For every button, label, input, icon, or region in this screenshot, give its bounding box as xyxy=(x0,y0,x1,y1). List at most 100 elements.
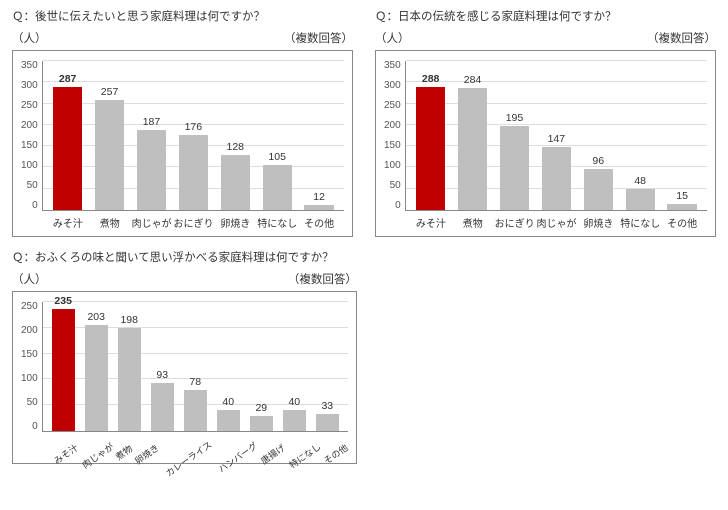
bar-value-label: 128 xyxy=(227,141,245,153)
chart-3-question: Ｑ：おふくろの味と聞いて思い浮かべる家庭料理は何ですか？ xyxy=(12,249,357,265)
y-axis-unit: （人） xyxy=(375,30,410,46)
bar-value-label: 187 xyxy=(143,116,161,128)
bar-rect xyxy=(542,147,571,210)
bar-value-label: 147 xyxy=(548,133,566,145)
bar-rect xyxy=(250,416,273,431)
x-tick-label: その他 xyxy=(298,215,340,230)
bar-rect xyxy=(137,130,166,210)
y-tick-label: 50 xyxy=(27,398,38,408)
x-tick-label: おにぎり xyxy=(494,215,536,230)
bar-rect xyxy=(500,126,529,210)
bar-rect xyxy=(667,204,696,210)
bar-value-label: 12 xyxy=(313,191,325,203)
y-axis-unit: （人） xyxy=(12,271,47,287)
y-axis-unit: （人） xyxy=(12,30,47,46)
bar-rect xyxy=(179,135,208,210)
x-tick-label: みそ汁 xyxy=(51,441,81,467)
y-tick-label: 200 xyxy=(21,121,38,131)
bar: 288 xyxy=(410,73,452,210)
bar-value-label: 93 xyxy=(156,369,168,381)
bar-rect xyxy=(53,87,82,210)
bar-value-label: 198 xyxy=(120,314,138,326)
bar: 48 xyxy=(619,175,661,210)
y-tick-label: 100 xyxy=(384,161,401,171)
y-tick-label: 200 xyxy=(384,121,401,131)
bar-rect xyxy=(85,325,108,431)
bar-value-label: 288 xyxy=(422,73,440,85)
multi-answer-note: （複数回答） xyxy=(288,271,357,287)
bar-value-label: 29 xyxy=(255,402,267,414)
bar: 235 xyxy=(47,295,80,431)
chart-2-box: 050100150200250300350288284195147964815み… xyxy=(375,50,716,237)
x-tick-label: 特になし xyxy=(256,215,298,230)
y-tick-label: 150 xyxy=(21,350,38,360)
bar-value-label: 48 xyxy=(634,175,646,187)
bar: 12 xyxy=(298,191,340,210)
bar: 128 xyxy=(214,141,256,210)
plot-area: 28725718717612810512 xyxy=(42,61,344,211)
bar-rect xyxy=(184,390,207,431)
x-tick-label: 卵焼き xyxy=(132,441,162,467)
bar: 198 xyxy=(113,314,146,431)
y-tick-label: 300 xyxy=(384,81,401,91)
x-tick-label: 煮物 xyxy=(452,215,494,230)
x-tick-label: 唐揚げ xyxy=(258,441,288,467)
bar-value-label: 96 xyxy=(592,155,604,167)
x-tick-label: 肉じゃが xyxy=(131,215,173,230)
bar-value-label: 40 xyxy=(288,396,300,408)
y-tick-label: 50 xyxy=(27,181,38,191)
y-tick-label: 100 xyxy=(21,161,38,171)
x-tick-label: みそ汁 xyxy=(410,215,452,230)
x-tick-label: 特になし xyxy=(286,440,323,471)
x-tick-label: その他 xyxy=(321,441,351,467)
bar-rect xyxy=(118,328,141,431)
bar: 40 xyxy=(278,396,311,431)
x-tick-label: 肉じゃが xyxy=(79,440,116,471)
x-tick-label: おにぎり xyxy=(173,215,215,230)
y-tick-label: 200 xyxy=(21,326,38,336)
bar: 29 xyxy=(245,402,278,431)
y-tick-label: 0 xyxy=(32,422,38,432)
bar: 78 xyxy=(179,376,212,431)
bar-value-label: 176 xyxy=(185,121,203,133)
bar-rect xyxy=(217,410,240,431)
bar: 40 xyxy=(212,396,245,431)
x-tick-label: みそ汁 xyxy=(47,215,89,230)
y-tick-label: 0 xyxy=(32,201,38,211)
x-tick-label: カレーライス xyxy=(163,438,214,479)
multi-answer-note: （複数回答） xyxy=(647,30,716,46)
bar: 287 xyxy=(47,73,89,210)
bar-rect xyxy=(283,410,306,431)
y-tick-label: 150 xyxy=(384,141,401,151)
x-tick-label: 肉じゃが xyxy=(536,215,578,230)
y-tick-label: 0 xyxy=(395,201,401,211)
bar: 203 xyxy=(80,311,113,431)
y-tick-label: 250 xyxy=(384,101,401,111)
bar-value-label: 257 xyxy=(101,86,119,98)
bar: 147 xyxy=(535,133,577,210)
bar-rect xyxy=(263,165,292,210)
y-tick-label: 300 xyxy=(21,81,38,91)
bar-rect xyxy=(221,155,250,210)
chart-1-question: Ｑ：後世に伝えたいと思う家庭料理は何ですか？ xyxy=(12,8,353,24)
plot-area: 235203198937840294033 xyxy=(42,302,348,432)
x-axis-labels: みそ汁肉じゃが煮物卵焼きカレーライスハンバーグ唐揚げ特になしその他 xyxy=(43,432,348,457)
bar: 96 xyxy=(577,155,619,210)
bar-value-label: 287 xyxy=(59,73,77,85)
bar-rect xyxy=(52,309,75,431)
bar: 195 xyxy=(494,112,536,210)
y-tick-label: 350 xyxy=(384,61,401,71)
x-axis-labels: みそ汁煮物おにぎり肉じゃが卵焼き特になしその他 xyxy=(406,211,707,230)
x-tick-label: 煮物 xyxy=(113,442,135,463)
x-tick-label: 卵焼き xyxy=(214,215,256,230)
bar: 33 xyxy=(311,400,344,431)
bar-rect xyxy=(458,88,487,210)
y-tick-label: 150 xyxy=(21,141,38,151)
y-tick-label: 350 xyxy=(21,61,38,71)
x-tick-label: その他 xyxy=(661,215,703,230)
chart-1-cell: Ｑ：後世に伝えたいと思う家庭料理は何ですか？ （人） （複数回答） 050100… xyxy=(12,8,353,237)
chart-2-cell: Ｑ：日本の伝統を感じる家庭料理は何ですか？ （人） （複数回答） 0501001… xyxy=(375,8,716,237)
chart-3-cell: Ｑ：おふくろの味と聞いて思い浮かべる家庭料理は何ですか？ （人） （複数回答） … xyxy=(12,249,357,464)
x-tick-label: 煮物 xyxy=(89,215,131,230)
bar-value-label: 33 xyxy=(321,400,333,412)
